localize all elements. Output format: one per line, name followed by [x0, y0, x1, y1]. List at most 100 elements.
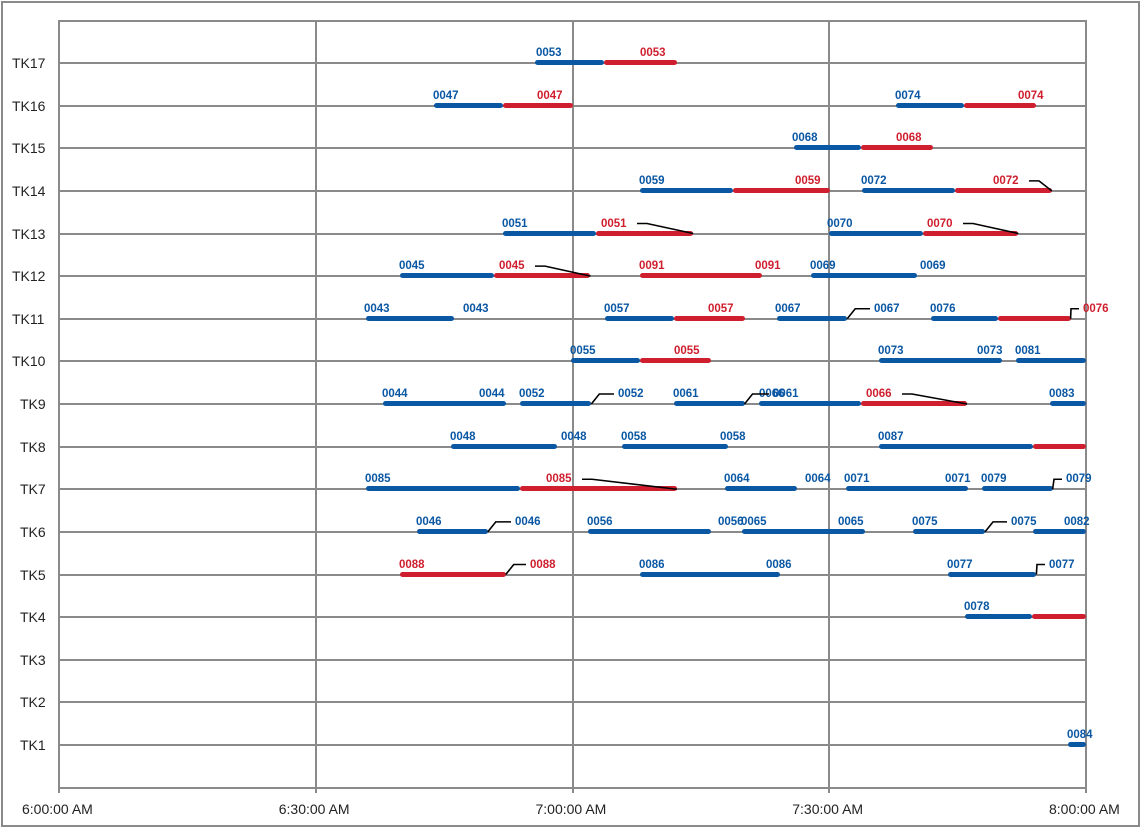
bar-start-label: 0045 — [399, 260, 425, 273]
bar-start-label: 0075 — [912, 515, 938, 528]
bar-segment-red[interactable] — [964, 102, 1037, 108]
bar-segment-red[interactable] — [400, 571, 506, 577]
bar-segment-red[interactable] — [674, 315, 746, 321]
y-axis-label: TK8 — [20, 438, 46, 455]
bar-segment-blue[interactable] — [366, 486, 521, 492]
bar-segment-red[interactable] — [997, 315, 1071, 321]
bar-segment-blue[interactable] — [896, 102, 965, 108]
bar-segment-blue[interactable] — [400, 273, 494, 279]
bar-segment-red[interactable] — [1032, 443, 1086, 449]
bar-segment-blue[interactable] — [913, 528, 985, 534]
bar-segment-blue[interactable] — [777, 315, 848, 321]
bar-start-label: 0086 — [639, 558, 665, 571]
bar-segment-blue[interactable] — [503, 230, 597, 236]
bar-end-label: 0071 — [945, 473, 971, 486]
bar-segment-red[interactable] — [520, 486, 677, 492]
bar-segment-blue[interactable] — [534, 60, 605, 65]
bar-end-label: 0046 — [515, 515, 541, 528]
bar-start-label: 0056 — [587, 515, 613, 528]
bar-end-label: 0074 — [1018, 89, 1044, 102]
time-gridline — [58, 20, 60, 793]
bar-segment-red[interactable] — [604, 60, 677, 65]
bar-segment-blue[interactable] — [450, 443, 558, 449]
bar-start-label: 0071 — [844, 473, 870, 486]
bar-segment-blue[interactable] — [794, 145, 861, 151]
bar-segment-red[interactable] — [503, 102, 574, 108]
bar-segment-blue[interactable] — [383, 401, 506, 406]
bar-start-label: 0044 — [382, 388, 408, 400]
bar-segment-blue[interactable] — [622, 443, 729, 449]
bar-start-label: 0076 — [930, 302, 956, 315]
bar-segment-blue[interactable] — [674, 401, 745, 406]
bar-segment-red[interactable] — [493, 273, 591, 279]
bar-segment-blue[interactable] — [433, 102, 504, 108]
bar-segment-blue[interactable] — [1015, 358, 1086, 364]
bar-segment-blue[interactable] — [759, 401, 861, 406]
bar-segment-red[interactable] — [922, 230, 1019, 236]
bar-segment-blue[interactable] — [640, 571, 781, 577]
bar-end-label: 0079 — [1066, 473, 1092, 486]
time-gridline — [1085, 20, 1087, 793]
time-gridline — [314, 20, 317, 793]
bar-end-label: 0061 — [773, 388, 799, 400]
bar-segment-blue[interactable] — [861, 187, 956, 193]
bar-segment-blue[interactable] — [724, 486, 797, 492]
bar-segment-blue[interactable] — [948, 571, 1037, 577]
time-gridline — [571, 20, 574, 793]
bar-segment-blue[interactable] — [811, 273, 917, 279]
bar-segment-red[interactable] — [955, 187, 1052, 193]
bar-segment-red[interactable] — [733, 187, 831, 193]
bar-segment-blue[interactable] — [587, 528, 712, 534]
bar-end-label: 0066 — [866, 388, 892, 400]
bar-segment-blue[interactable] — [878, 443, 1033, 449]
bar-start-label: 0091 — [639, 260, 665, 273]
x-axis-label: 7:30:00 AM — [792, 801, 864, 817]
bar-segment-blue[interactable] — [982, 486, 1053, 492]
bar-start-label: 0061 — [673, 388, 699, 400]
bar-segment-blue[interactable] — [741, 528, 866, 534]
bar-segment-blue[interactable] — [931, 315, 998, 321]
bar-end-label: 0064 — [805, 473, 831, 486]
bar-end-label: 0057 — [708, 302, 734, 315]
bar-segment-blue[interactable] — [520, 401, 592, 406]
bar-start-label: 0079 — [981, 473, 1007, 486]
bar-segment-blue[interactable] — [965, 614, 1033, 620]
x-axis-label: 6:30:00 AM — [278, 801, 350, 817]
bar-segment-red[interactable] — [640, 358, 712, 364]
bar-start-label: 0070 — [827, 217, 853, 230]
bar-segment-blue[interactable] — [1050, 401, 1086, 406]
bar-segment-blue[interactable] — [829, 230, 923, 236]
bar-start-label: 0073 — [878, 345, 904, 358]
bar-end-label: 0056 — [718, 515, 744, 528]
bar-end-label: 0088 — [530, 558, 556, 571]
bar-end-label: 0085 — [546, 473, 572, 486]
bar-segment-blue[interactable] — [366, 315, 455, 321]
bar-start-label: 0083 — [1049, 388, 1075, 400]
bar-segment-red[interactable] — [860, 145, 933, 151]
bar-end-label: 0070 — [927, 217, 953, 230]
bar-end-label: 0067 — [874, 302, 900, 315]
bar-end-label: 0047 — [537, 89, 563, 102]
bar-segment-blue[interactable] — [878, 358, 1003, 364]
bar-start-label: 0048 — [450, 430, 476, 443]
bar-start-label: 0082 — [1064, 515, 1090, 528]
bar-segment-blue[interactable] — [845, 486, 968, 492]
bar-segment-blue[interactable] — [1068, 742, 1086, 747]
bar-segment-red[interactable] — [596, 230, 694, 236]
bar-segment-blue[interactable] — [1032, 528, 1086, 534]
bar-segment-red[interactable] — [1032, 614, 1086, 620]
bar-segment-blue[interactable] — [605, 315, 675, 321]
bar-start-label: 0047 — [433, 89, 459, 102]
bar-segment-blue[interactable] — [640, 187, 734, 193]
bar-segment-blue[interactable] — [570, 358, 641, 364]
bar-segment-red[interactable] — [640, 273, 763, 279]
bar-end-label: 0068 — [896, 132, 922, 145]
bar-start-label: 0058 — [621, 430, 647, 443]
time-gridline — [828, 20, 831, 793]
bar-segment-blue[interactable] — [416, 528, 488, 534]
bar-end-label: 0048 — [561, 430, 587, 443]
bar-segment-red[interactable] — [860, 401, 968, 406]
bar-start-label: 0051 — [502, 217, 528, 230]
bar-end-label: 0051 — [601, 217, 627, 230]
